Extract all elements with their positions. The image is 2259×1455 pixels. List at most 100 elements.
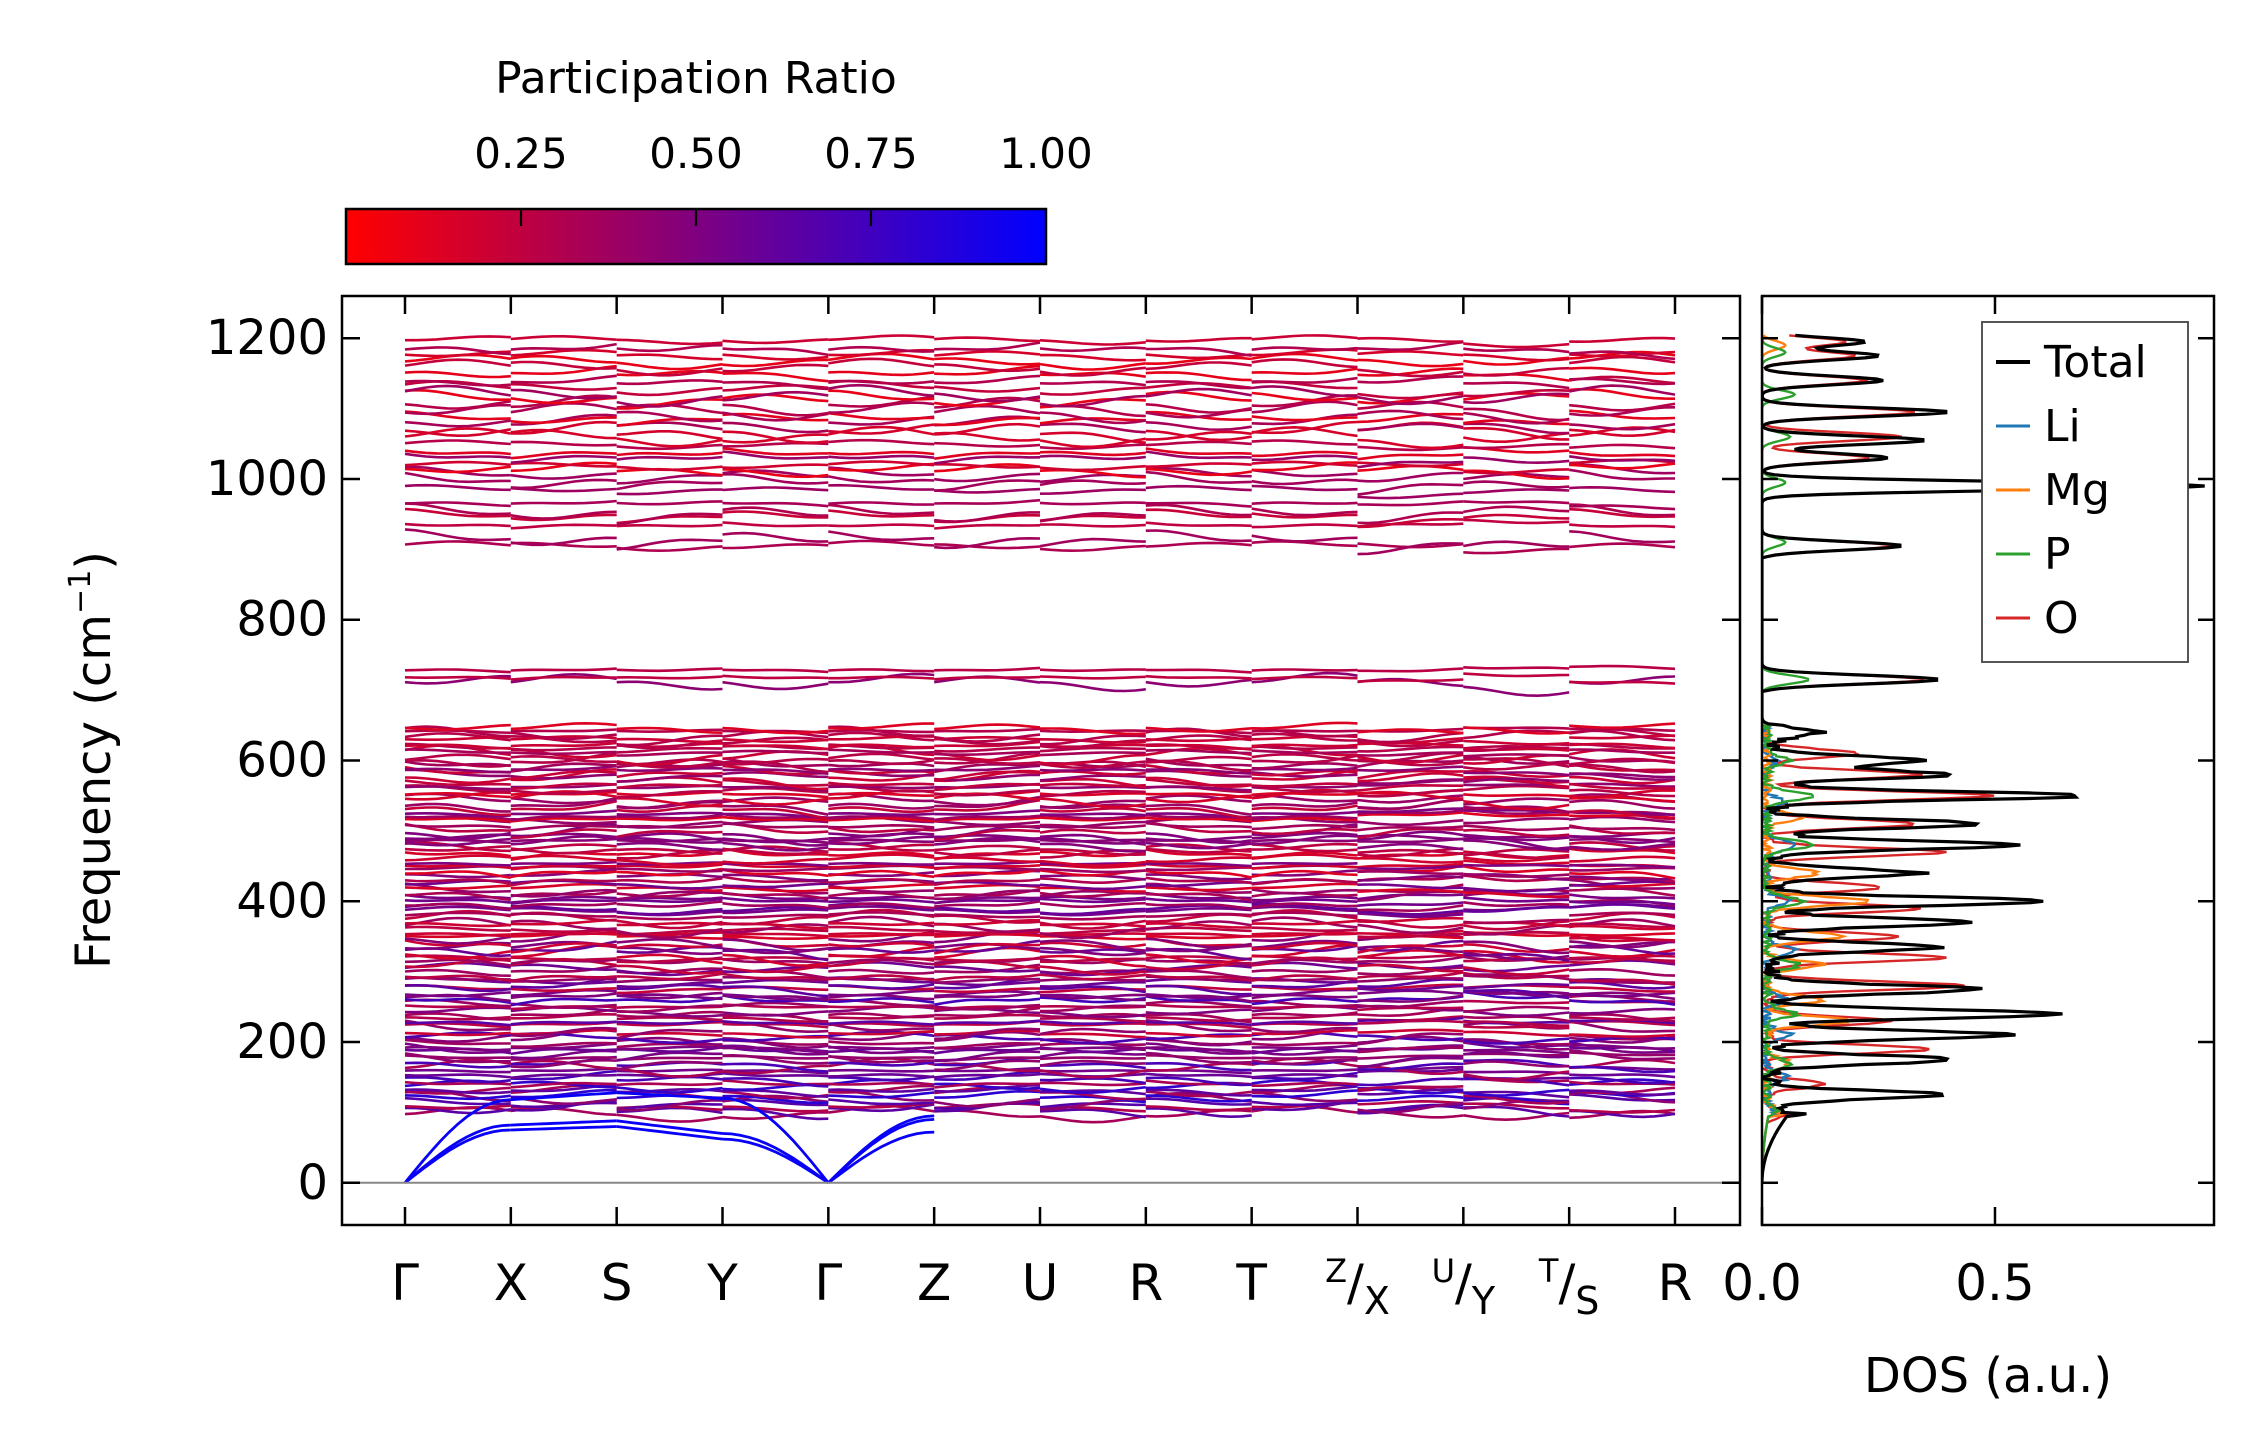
- phonon-band: [616, 867, 723, 873]
- phonon-band: [510, 992, 617, 1000]
- phonon-band: [616, 987, 723, 995]
- phonon-band: [616, 429, 723, 441]
- phonon-band: [510, 394, 617, 409]
- phonon-band: [1251, 985, 1358, 991]
- phonon-band: [510, 796, 617, 805]
- phonon-band: [722, 932, 829, 938]
- k-point-label-main: Z: [917, 1254, 951, 1312]
- y-tick-label: 1000: [206, 451, 328, 507]
- phonon-band: [404, 776, 512, 785]
- phonon-band: [1569, 986, 1676, 993]
- phonon-band: [1145, 873, 1252, 881]
- phonon-band: [1357, 772, 1464, 783]
- phonon-band: [934, 980, 1041, 987]
- phonon-band: [722, 510, 829, 519]
- phonon-band: [404, 1080, 511, 1086]
- phonon-band: [1145, 848, 1252, 857]
- phonon-band: [1039, 544, 1146, 553]
- phonon-band: [616, 953, 723, 965]
- phonon-band: [1569, 680, 1676, 685]
- phonon-band: [828, 379, 935, 385]
- phonon-band: [934, 364, 1041, 376]
- phonon-band: [510, 354, 617, 364]
- phonon-band: [510, 847, 617, 855]
- phonon-band: [510, 901, 617, 909]
- phonon-band: [1251, 668, 1358, 672]
- phonon-band: [1569, 504, 1676, 511]
- phonon-band: [404, 1006, 511, 1014]
- phonon-band: [1357, 460, 1464, 469]
- phonon-band: [404, 1061, 511, 1069]
- phonon-band: [722, 902, 829, 910]
- phonon-band: [722, 972, 829, 981]
- phonon-band: [1039, 782, 1146, 788]
- phonon-band: [616, 410, 723, 423]
- phonon-band: [1251, 810, 1358, 816]
- phonon-band: [828, 425, 935, 436]
- phonon-band: [934, 957, 1041, 963]
- phonon-band: [1463, 951, 1570, 961]
- phonon-band: [616, 919, 723, 930]
- phonon-band: [1357, 945, 1464, 953]
- phonon-band: [1463, 1015, 1570, 1023]
- phonon-band: [1569, 485, 1676, 494]
- phonon-band: [1463, 966, 1570, 976]
- dos-legend: Total Li Mg PO: [1981, 321, 2189, 663]
- phonon-band: [1251, 1026, 1358, 1034]
- phonon-band: [1569, 782, 1676, 790]
- phonon-band: [828, 989, 935, 997]
- phonon-band: [616, 813, 723, 820]
- phonon-band: [1039, 901, 1146, 909]
- phonon-band: [1357, 759, 1464, 768]
- phonon-band: [510, 450, 617, 460]
- phonon-band: [1039, 816, 1146, 822]
- phonon-band: [1463, 817, 1570, 825]
- phonon-band: [1039, 993, 1146, 1002]
- dos-axis-label: DOS (a.u.): [1864, 1348, 2112, 1404]
- phonon-band: [828, 743, 935, 749]
- phonon-band: [934, 511, 1040, 523]
- phonon-band: [510, 788, 617, 795]
- phonon-band: [1251, 850, 1358, 860]
- phonon-band: [1357, 923, 1464, 935]
- phonon-band: [510, 667, 617, 672]
- phonon-band: [934, 798, 1041, 812]
- phonon-band: [510, 799, 617, 811]
- phonon-band: [828, 898, 935, 904]
- phonon-band: [722, 680, 829, 691]
- phonon-band: [1145, 847, 1252, 854]
- phonon-band: [722, 867, 829, 873]
- phonon-band: [828, 851, 935, 858]
- phonon-band: [1463, 793, 1570, 798]
- k-point-label-main: R: [1658, 1254, 1693, 1312]
- phonon-band: [1463, 1005, 1570, 1013]
- frequency-axis: 0 200 400 600 800 1000 1200: [206, 310, 1740, 1211]
- phonon-band: [616, 811, 723, 817]
- phonon-band: [934, 385, 1041, 393]
- phonon-band: [934, 1084, 1041, 1093]
- phonon-band: [1463, 886, 1570, 893]
- phonon-band: [1569, 999, 1676, 1006]
- phonon-band: [934, 844, 1041, 852]
- phonon-band: [934, 913, 1041, 919]
- phonon-band: [1039, 753, 1146, 766]
- phonon-band: [1463, 685, 1570, 698]
- phonon-band: [722, 934, 829, 941]
- phonon-band: [404, 950, 511, 960]
- k-point-label-sup: U: [1432, 1252, 1455, 1290]
- phonon-band: [1357, 994, 1464, 1003]
- phonon-band: [1569, 835, 1676, 845]
- phonon-band: [1145, 937, 1252, 949]
- phonon-band: [404, 823, 511, 829]
- phonon-band: [404, 845, 511, 852]
- phonon-band: [616, 1082, 723, 1087]
- phonon-band: [616, 927, 723, 939]
- phonon-band: [1145, 521, 1252, 528]
- phonon-band: [1463, 547, 1570, 555]
- phonon-band: [404, 1068, 511, 1074]
- phonon-band: [1357, 888, 1464, 894]
- phonon-band: [616, 836, 723, 844]
- phonon-band: [1569, 757, 1676, 766]
- phonon-band: [616, 437, 723, 448]
- phonon-band: [1251, 943, 1358, 958]
